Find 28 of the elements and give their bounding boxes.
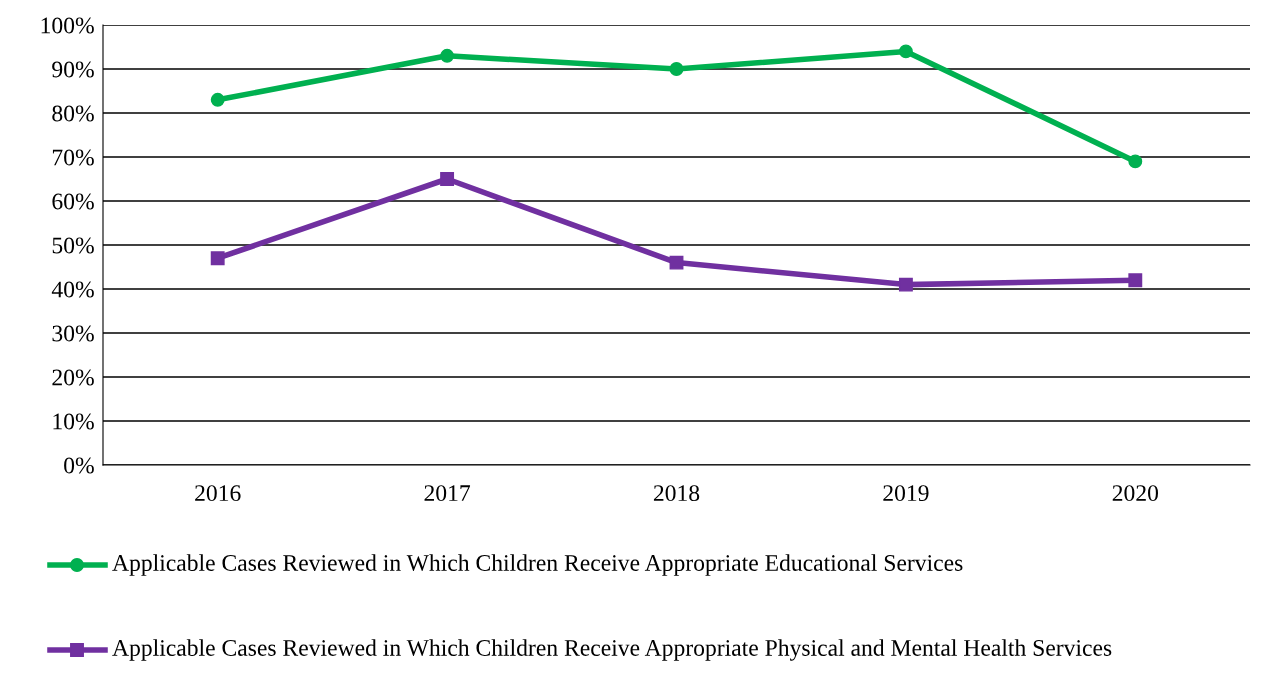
y-tick-label: 30%	[52, 325, 94, 342]
y-tick-label: 0%	[64, 457, 94, 474]
x-tick-label: 2020	[1112, 485, 1159, 502]
point	[210, 92, 225, 107]
y-tick-label: 60%	[52, 193, 94, 210]
y-tick-label: 70%	[52, 149, 94, 166]
point	[669, 255, 684, 270]
point	[210, 251, 225, 266]
point	[1128, 273, 1143, 288]
y-tick-label: 40%	[51, 281, 94, 298]
point	[440, 172, 455, 186]
x-tick-label: 2017	[424, 485, 471, 502]
point	[1128, 154, 1143, 169]
x-tick-label: 2018	[653, 485, 700, 502]
x-tick-label: 2019	[883, 485, 929, 502]
point	[898, 44, 913, 59]
y-tick-label: 80%	[52, 105, 94, 122]
legend-label: Applicable Cases Reviewed in Which Children Receive Appropriate Physical and Mental Health Services	[112, 639, 1112, 661]
y-tick-label: 100%	[41, 17, 94, 34]
legend-label: Applicable Cases Reviewed in Which Children Receive Appropriate Educational Services	[112, 554, 963, 576]
y-tick-label: 50%	[52, 237, 94, 254]
y-tick-label: 90%	[52, 61, 94, 78]
point	[669, 62, 684, 76]
point	[898, 277, 913, 292]
y-tick-label: 20%	[52, 369, 94, 386]
x-tick-label: 2016	[195, 485, 241, 502]
point	[440, 48, 455, 63]
y-tick-label: 10%	[53, 413, 94, 430]
